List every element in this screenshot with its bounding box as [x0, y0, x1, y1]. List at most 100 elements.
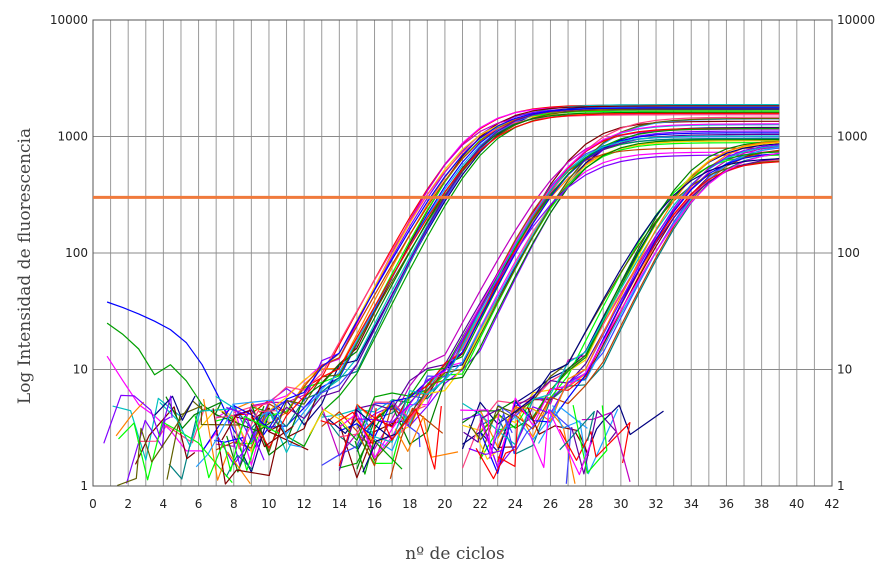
- x-tick-label: 6: [195, 497, 203, 511]
- x-tick-label: 38: [754, 497, 769, 511]
- noise-curve: [221, 409, 294, 448]
- noise-curve: [401, 420, 421, 448]
- noise-curve: [154, 395, 196, 421]
- y-tick-labels-right: 1 10 100 1000 10000: [837, 13, 875, 493]
- amplification-curve: [250, 111, 780, 456]
- x-tick-label: 0: [89, 497, 97, 511]
- x-tick-label: 12: [297, 497, 312, 511]
- x-tick-label: 34: [684, 497, 699, 511]
- noise-curve: [559, 410, 595, 451]
- noise-curve: [571, 410, 617, 475]
- noise-curve: [468, 447, 503, 455]
- noise-curve: [159, 395, 236, 447]
- y-tick-label-left: 100: [65, 246, 88, 260]
- noise-curve: [354, 440, 403, 475]
- amplification-curve: [233, 107, 780, 429]
- noise-curve: [308, 409, 350, 435]
- x-tick-label: 36: [719, 497, 734, 511]
- y-tick-label-left: 10000: [50, 13, 88, 27]
- noise-curve: [327, 409, 394, 441]
- y-tick-label-right: 1000: [837, 130, 868, 144]
- amplification-curve: [339, 116, 780, 438]
- noise-curve: [468, 409, 512, 441]
- noise-curve: [580, 404, 664, 470]
- y-tick-label-right: 1: [837, 479, 845, 493]
- noise-curve: [106, 322, 219, 417]
- x-tick-label: 42: [824, 497, 839, 511]
- x-tick-label: 32: [648, 497, 663, 511]
- x-tick-label: 26: [543, 497, 558, 511]
- y-axis-title: Log Intensidad de fluorescencia: [15, 128, 35, 404]
- y-tick-label-right: 100: [837, 246, 860, 260]
- y-tick-label-right: 10: [837, 363, 852, 377]
- amplification-curve: [356, 117, 780, 461]
- amplification-curve: [461, 158, 780, 450]
- x-tick-label: 20: [437, 497, 452, 511]
- noise-curve: [166, 405, 241, 480]
- noise-curve: [195, 399, 302, 468]
- amplification-curve: [479, 160, 780, 459]
- amplification-curve: [479, 153, 780, 474]
- noise-curve: [475, 448, 515, 480]
- noise-curve: [549, 410, 576, 484]
- amplification-curve: [479, 151, 780, 434]
- noise-curve: [116, 400, 204, 487]
- x-tick-label: 22: [472, 497, 487, 511]
- amplification-curve: [356, 154, 780, 423]
- noise-curve: [103, 394, 173, 444]
- y-tick-labels-left: 1 10 100 1000 10000: [50, 13, 88, 493]
- y-tick-label-left: 1: [80, 479, 88, 493]
- amplification-curve: [497, 140, 780, 439]
- noise-curve: [537, 406, 588, 444]
- amplification-curve: [356, 135, 780, 443]
- y-tick-label-left: 1000: [57, 130, 88, 144]
- amplification-curve: [479, 153, 780, 455]
- x-tick-labels: 0 2 4 6 8 10 12 14 16 18 20 22 24 26 28 30 32 34 36 38 40 42: [89, 497, 839, 511]
- x-tick-label: 16: [367, 497, 382, 511]
- noise-curve: [212, 408, 309, 485]
- noise-curve: [226, 405, 265, 473]
- x-tick-label: 24: [508, 497, 523, 511]
- x-tick-label: 8: [230, 497, 238, 511]
- noise-curve: [194, 415, 280, 479]
- amplification-curve: [233, 105, 780, 439]
- noise-curve: [558, 422, 631, 464]
- noise-curve: [118, 421, 233, 483]
- noise-curve: [463, 408, 500, 443]
- x-tick-label: 18: [402, 497, 417, 511]
- y-tick-label-left: 10: [73, 363, 88, 377]
- noise-curve: [226, 406, 265, 461]
- noise-curve: [115, 401, 145, 437]
- noise-curve: [394, 415, 459, 458]
- amplification-curve: [233, 107, 780, 443]
- noise-curve: [168, 402, 201, 480]
- noise-curve: [572, 404, 608, 474]
- amplification-curve: [250, 108, 780, 453]
- x-tick-label: 4: [160, 497, 168, 511]
- x-tick-label: 10: [261, 497, 276, 511]
- noise-curve: [552, 405, 619, 475]
- noise-curve: [216, 410, 277, 450]
- amplification-curve: [339, 132, 780, 438]
- plot-lines: [103, 104, 780, 487]
- noise-curve: [112, 397, 182, 461]
- noise-curve: [320, 408, 377, 445]
- x-tick-label: 14: [332, 497, 347, 511]
- amplification-curve: [250, 112, 780, 449]
- x-tick-label: 28: [578, 497, 593, 511]
- plot-frame: [92, 19, 833, 487]
- noise-curve: [400, 405, 426, 433]
- x-tick-label: 30: [613, 497, 628, 511]
- noise-curve: [137, 405, 206, 444]
- amplification-curve: [479, 152, 780, 468]
- noise-curve: [214, 436, 244, 443]
- y-tick-label-right: 10000: [837, 13, 875, 27]
- noise-curve: [389, 407, 444, 479]
- x-tick-label: 40: [789, 497, 804, 511]
- noise-curve: [528, 409, 592, 476]
- noise-curve: [364, 406, 442, 470]
- x-axis-title: nº de ciclos: [405, 544, 505, 564]
- noise-curve: [134, 406, 196, 465]
- noise-curve: [497, 420, 519, 467]
